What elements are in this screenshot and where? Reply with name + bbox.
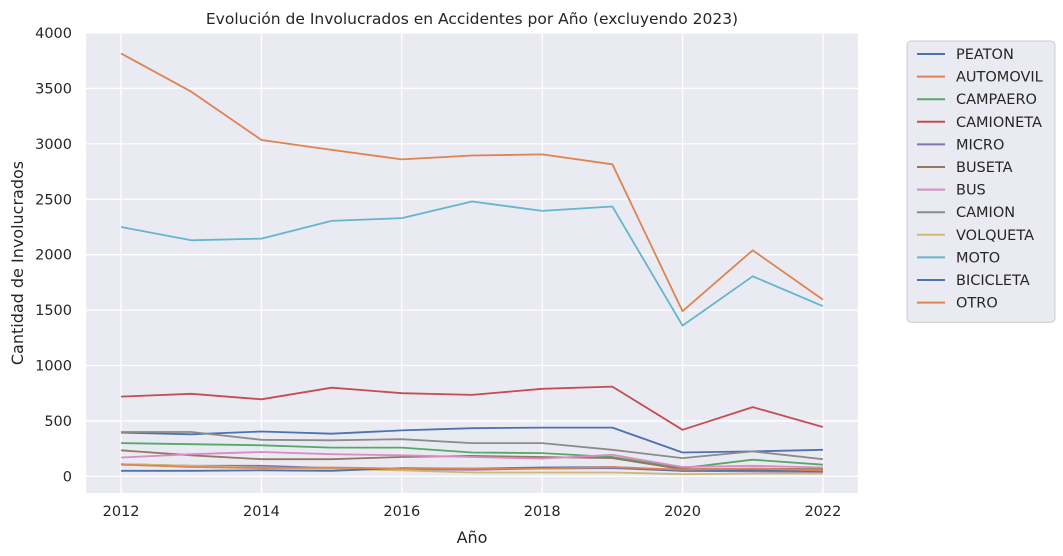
series-line-moto — [120, 200, 824, 327]
legend-label: CAMIONETA — [956, 115, 1042, 131]
y-axis-ticks: 0 500 1000 1500 2000 2500 3000 3500 4000 — [35, 26, 72, 485]
legend-label: CAMION — [956, 205, 1015, 221]
x-tick-label: 2018 — [524, 504, 561, 520]
x-tick-label: 2022 — [804, 504, 841, 520]
legend-box — [906, 40, 1056, 323]
legend-label: BUSETA — [956, 160, 1013, 176]
series-line-otro — [121, 463, 823, 472]
legend-label: BICICLETA — [956, 273, 1030, 289]
series-line-camion — [121, 431, 823, 461]
y-tick-label: 3000 — [35, 137, 72, 153]
y-tick-label: 4000 — [35, 26, 72, 42]
x-axis-label: Año — [457, 528, 488, 547]
x-tick-label: 2012 — [103, 504, 140, 520]
x-tick-label: 2014 — [243, 504, 280, 520]
series-line-peaton — [121, 426, 823, 454]
legend-label: MOTO — [956, 250, 1000, 266]
x-tick-label: 2020 — [664, 504, 701, 520]
y-tick-label: 2000 — [35, 248, 72, 264]
x-axis-ticks: 2012 2014 2016 2018 2020 2022 — [103, 504, 842, 520]
y-tick-label: 500 — [44, 414, 72, 430]
series-line-automovil — [120, 52, 824, 313]
y-tick-label: 1500 — [35, 303, 72, 319]
chart-title: Evolución de Involucrados en Accidentes … — [206, 10, 738, 28]
legend: PEATON AUTOMOVIL CAMPAERO CAMIONETA MICRO BUS… — [906, 40, 1056, 323]
series-line-bus — [121, 451, 823, 469]
legend-label: VOLQUETA — [956, 228, 1034, 244]
x-tick-label: 2016 — [383, 504, 420, 520]
series-line-camioneta — [121, 385, 824, 431]
y-axis-label: Cantidad de Involucrados — [8, 161, 27, 365]
plot-area — [86, 33, 858, 493]
y-tick-label: 2500 — [35, 192, 72, 208]
y-tick-label: 1000 — [35, 359, 72, 375]
grid-lines — [86, 32, 858, 493]
legend-label: AUTOMOVIL — [956, 70, 1043, 86]
y-tick-label: 3500 — [35, 81, 72, 97]
legend-label: MICRO — [956, 137, 1004, 153]
series-line-campaero — [121, 442, 823, 470]
legend-label: PEATON — [956, 47, 1014, 63]
legend-label: CAMPAERO — [956, 92, 1037, 108]
y-tick-label: 0 — [63, 469, 72, 485]
legend-label: OTRO — [956, 296, 998, 312]
legend-label: BUS — [956, 183, 986, 199]
series-lines — [120, 52, 824, 476]
